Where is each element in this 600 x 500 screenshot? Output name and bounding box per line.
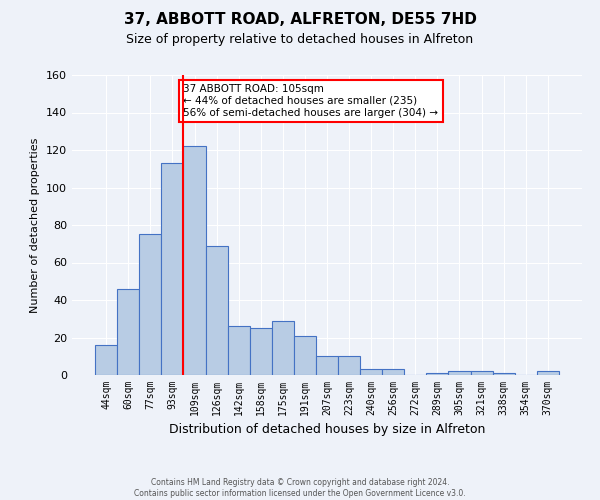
Bar	[250, 328, 272, 375]
Bar	[448, 371, 470, 375]
X-axis label: Distribution of detached houses by size in Alfreton: Distribution of detached houses by size …	[169, 424, 485, 436]
Bar	[184, 146, 206, 375]
Text: Size of property relative to detached houses in Alfreton: Size of property relative to detached ho…	[127, 32, 473, 46]
Bar	[360, 370, 382, 375]
Bar	[95, 345, 117, 375]
Bar	[338, 356, 360, 375]
Text: 37 ABBOTT ROAD: 105sqm
← 44% of detached houses are smaller (235)
56% of semi-de: 37 ABBOTT ROAD: 105sqm ← 44% of detached…	[184, 84, 439, 117]
Bar	[316, 356, 338, 375]
Bar	[294, 336, 316, 375]
Bar	[117, 289, 139, 375]
Bar	[227, 326, 250, 375]
Bar	[139, 234, 161, 375]
Text: 37, ABBOTT ROAD, ALFRETON, DE55 7HD: 37, ABBOTT ROAD, ALFRETON, DE55 7HD	[124, 12, 476, 28]
Bar	[382, 370, 404, 375]
Bar	[537, 371, 559, 375]
Text: Contains HM Land Registry data © Crown copyright and database right 2024.
Contai: Contains HM Land Registry data © Crown c…	[134, 478, 466, 498]
Bar	[427, 373, 448, 375]
Bar	[470, 371, 493, 375]
Bar	[161, 163, 184, 375]
Bar	[272, 320, 294, 375]
Y-axis label: Number of detached properties: Number of detached properties	[31, 138, 40, 312]
Bar	[493, 373, 515, 375]
Bar	[206, 246, 227, 375]
